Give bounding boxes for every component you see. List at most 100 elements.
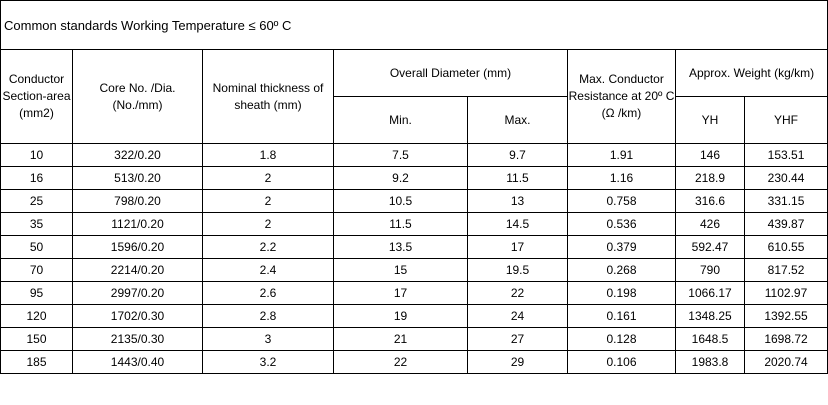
cell-resistance: 0.536: [567, 212, 676, 236]
cell-max: 9.7: [467, 143, 568, 167]
cell-min: 17: [333, 281, 468, 305]
cell-core: 1702/0.30: [72, 304, 203, 328]
cell-resistance: 0.161: [567, 304, 676, 328]
table-row: 25 798/0.20 2 10.5 13 0.758 316.6 331.15: [0, 189, 828, 213]
cell-min: 19: [333, 304, 468, 328]
cell-area: 70: [0, 258, 73, 282]
cell-resistance: 1.16: [567, 166, 676, 190]
table-row: 10 322/0.20 1.8 7.5 9.7 1.91 146 153.51: [0, 143, 828, 167]
cable-spec-table: Common standards Working Temperature ≤ 6…: [0, 0, 828, 374]
cell-area: 185: [0, 350, 73, 374]
cell-yhf: 439.87: [743, 212, 828, 236]
cell-area: 95: [0, 281, 73, 305]
cell-yhf: 2020.74: [743, 350, 828, 374]
cell-core: 1443/0.40: [72, 350, 203, 374]
cell-sheath: 2.8: [202, 304, 334, 328]
cell-min: 21: [333, 327, 468, 351]
cell-max: 11.5: [467, 166, 568, 190]
cell-resistance: 0.128: [567, 327, 676, 351]
cell-yhf: 331.15: [743, 189, 828, 213]
cell-max: 27: [467, 327, 568, 351]
header-yhf: YHF: [743, 96, 828, 144]
cell-core: 2997/0.20: [72, 281, 203, 305]
cell-max: 14.5: [467, 212, 568, 236]
table-row: 50 1596/0.20 2.2 13.5 17 0.379 592.47 610.55: [0, 235, 828, 259]
header-overall-diameter: Overall Diameter (mm): [333, 49, 568, 97]
header-row-2: Min. Max. YH YHF: [1, 96, 828, 144]
cell-max: 22: [467, 281, 568, 305]
cell-core: 1596/0.20: [72, 235, 203, 259]
table-row: 185 1443/0.40 3.2 22 29 0.106 1983.8 2020.74: [0, 350, 828, 374]
cell-yhf: 1392.55: [743, 304, 828, 328]
header-core: Core No. /Dia. (No./mm): [72, 49, 203, 144]
cell-resistance: 0.198: [567, 281, 676, 305]
cell-min: 11.5: [333, 212, 468, 236]
cell-sheath: 1.8: [202, 143, 334, 167]
cell-core: 798/0.20: [72, 189, 203, 213]
cell-yh: 146: [675, 143, 745, 167]
table-row: 16 513/0.20 2 9.2 11.5 1.16 218.9 230.44: [0, 166, 828, 190]
cell-yhf: 230.44: [743, 166, 828, 190]
cell-core: 1121/0.20: [72, 212, 203, 236]
cell-max: 17: [467, 235, 568, 259]
header-weight: Approx. Weight (kg/km): [674, 49, 828, 97]
table-body: 10 322/0.20 1.8 7.5 9.7 1.91 146 153.51 16 513/0.…: [0, 143, 828, 374]
header-min: Min.: [333, 96, 468, 144]
cell-yh: 1066.17: [675, 281, 745, 305]
cell-resistance: 1.91: [567, 143, 676, 167]
header-row-1: Conductor Section-area (mm2) Core No. /D…: [0, 49, 828, 144]
cell-area: 10: [0, 143, 73, 167]
cell-yhf: 1698.72: [743, 327, 828, 351]
header-section-area: Conductor Section-area (mm2): [0, 49, 73, 144]
cell-sheath: 2.4: [202, 258, 334, 282]
cell-yh: 426: [675, 212, 745, 236]
cell-resistance: 0.379: [567, 235, 676, 259]
cell-yhf: 153.51: [743, 143, 828, 167]
cell-yhf: 1102.97: [743, 281, 828, 305]
table-row: 70 2214/0.20 2.4 15 19.5 0.268 790 817.52: [0, 258, 828, 282]
header-resistance: Max. Conductor Resistance at 20º C (Ω /k…: [567, 49, 676, 144]
header-max: Max.: [467, 96, 568, 144]
cell-max: 29: [467, 350, 568, 374]
cell-sheath: 3: [202, 327, 334, 351]
cell-core: 2214/0.20: [72, 258, 203, 282]
cell-sheath: 2: [202, 166, 334, 190]
cell-max: 13: [467, 189, 568, 213]
cell-resistance: 0.268: [567, 258, 676, 282]
cell-sheath: 2: [202, 212, 334, 236]
cell-max: 24: [467, 304, 568, 328]
cell-min: 9.2: [333, 166, 468, 190]
cell-min: 15: [333, 258, 468, 282]
cell-min: 22: [333, 350, 468, 374]
cell-area: 35: [0, 212, 73, 236]
table-row: 150 2135/0.30 3 21 27 0.128 1648.5 1698.72: [0, 327, 828, 351]
cell-sheath: 2.2: [202, 235, 334, 259]
table-row: 35 1121/0.20 2 11.5 14.5 0.536 426 439.87: [0, 212, 828, 236]
cell-min: 7.5: [333, 143, 468, 167]
cell-yh: 218.9: [675, 166, 745, 190]
cell-min: 10.5: [333, 189, 468, 213]
table-title: Common standards Working Temperature ≤ 6…: [0, 0, 828, 50]
cell-max: 19.5: [467, 258, 568, 282]
cell-yh: 316.6: [675, 189, 745, 213]
cell-area: 50: [0, 235, 73, 259]
cell-yh: 1983.8: [675, 350, 745, 374]
cell-sheath: 2.6: [202, 281, 334, 305]
cell-area: 25: [0, 189, 73, 213]
header-sheath: Nominal thickness of sheath (mm): [202, 49, 334, 144]
cell-area: 150: [0, 327, 73, 351]
cell-yh: 790: [675, 258, 745, 282]
cell-area: 16: [0, 166, 73, 190]
cell-resistance: 0.106: [567, 350, 676, 374]
header-yh: YH: [675, 96, 745, 144]
cell-area: 120: [0, 304, 73, 328]
cell-sheath: 3.2: [202, 350, 334, 374]
table-row: 120 1702/0.30 2.8 19 24 0.161 1348.25 1392.55: [0, 304, 828, 328]
cell-yhf: 817.52: [743, 258, 828, 282]
cell-yhf: 610.55: [743, 235, 828, 259]
cell-resistance: 0.758: [567, 189, 676, 213]
table-row: 95 2997/0.20 2.6 17 22 0.198 1066.17 1102.97: [0, 281, 828, 305]
cell-yh: 592.47: [675, 235, 745, 259]
cell-yh: 1348.25: [675, 304, 745, 328]
cell-core: 513/0.20: [72, 166, 203, 190]
